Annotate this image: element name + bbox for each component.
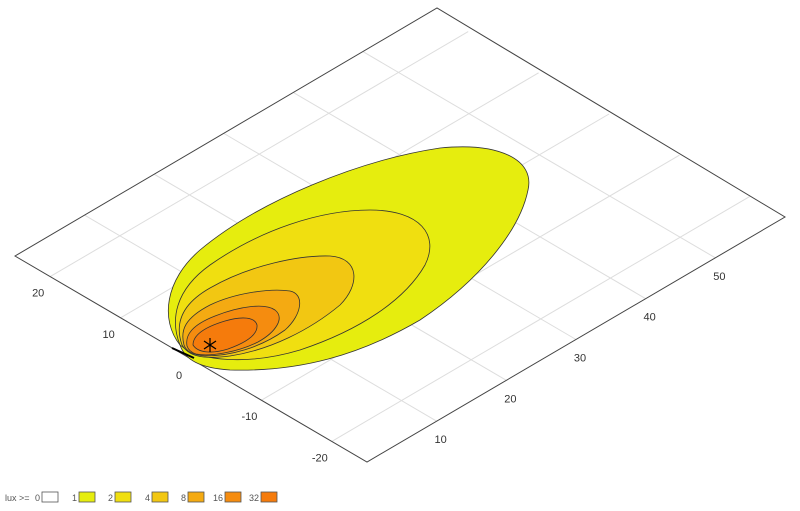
legend-label: 2 [108, 493, 113, 503]
legend-label: 32 [249, 493, 259, 503]
legend-title: lux >= [5, 493, 30, 503]
legend-swatch [151, 491, 169, 503]
y-tick-label: 10 [102, 329, 114, 341]
asterisk-marker [203, 340, 217, 350]
contour-level-32 [192, 317, 258, 353]
x-tick-label: 30 [574, 353, 586, 365]
legend-label: 8 [181, 493, 186, 503]
legend-swatch [187, 491, 205, 503]
legend-swatch [224, 491, 242, 503]
legend-label: 0 [35, 493, 40, 503]
gridline-y [49, 31, 469, 278]
legend-swatch [78, 491, 96, 503]
y-tick-label: -10 [241, 411, 257, 423]
y-tick-label: -20 [312, 452, 328, 464]
y-tick-label: 20 [32, 288, 44, 300]
gridline-y [331, 195, 751, 442]
legend-label: 16 [213, 493, 223, 503]
legend-swatch [260, 491, 278, 503]
legend-label: 1 [72, 493, 77, 503]
legend-label: 4 [145, 493, 150, 503]
x-tick-label: 10 [435, 434, 447, 446]
legend-swatch [41, 491, 59, 503]
plot-frame [14, 7, 786, 463]
x-tick-label: 40 [644, 312, 656, 324]
y-tick-label: 0 [176, 370, 182, 382]
x-tick-label: 20 [504, 393, 516, 405]
x-tick-label: 50 [713, 271, 725, 283]
source-edge-mark [171, 347, 195, 359]
legend-swatch [114, 491, 132, 503]
